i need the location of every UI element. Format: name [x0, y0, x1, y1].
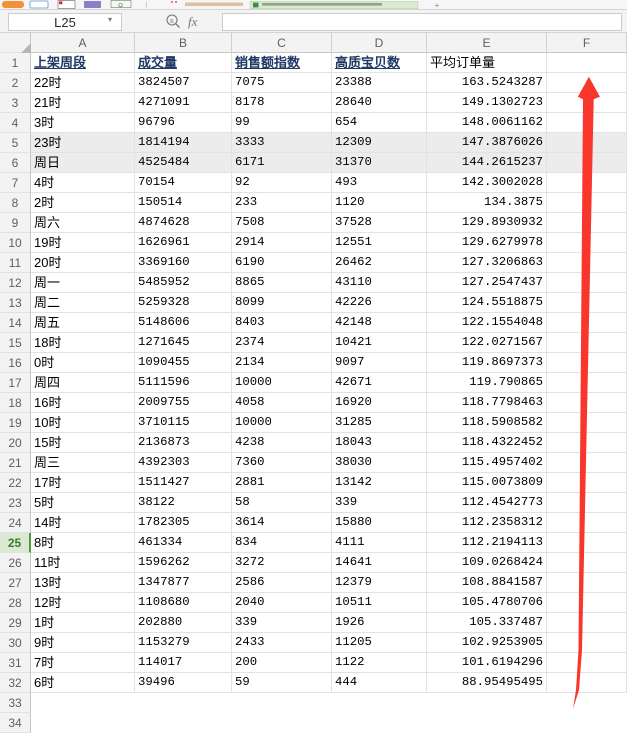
svg-text:+: +	[435, 1, 440, 10]
svg-text:R: R	[170, 19, 174, 25]
